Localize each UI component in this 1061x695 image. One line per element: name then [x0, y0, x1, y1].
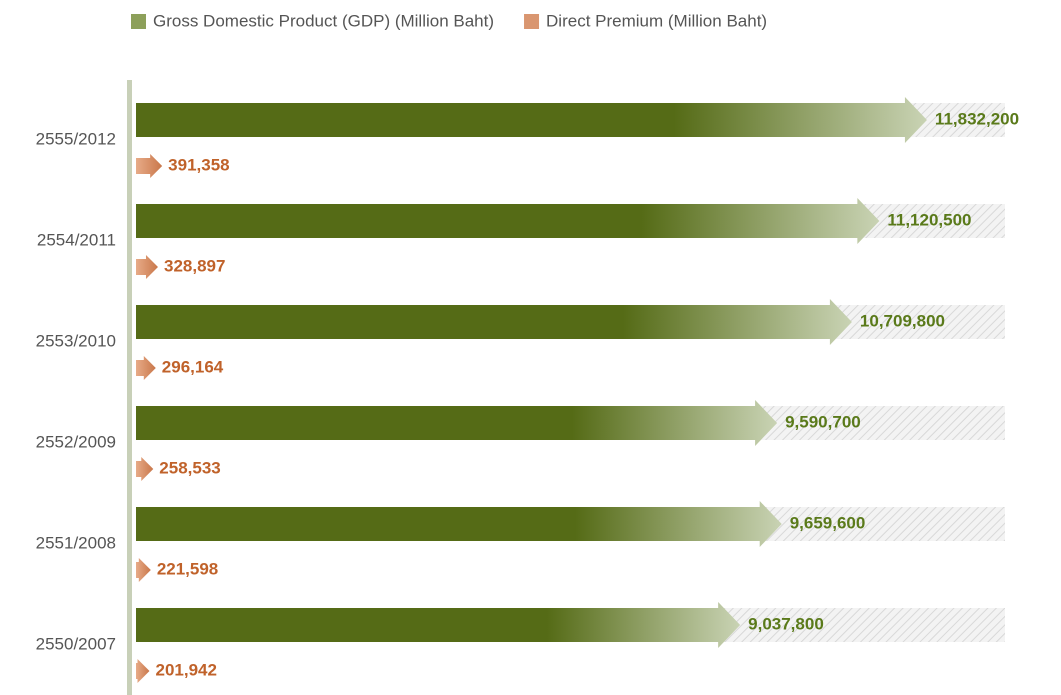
- premium-value-label: 296,164: [162, 357, 224, 376]
- legend-swatch: [524, 14, 540, 29]
- gdp-arrow: [136, 97, 927, 143]
- category-label: 2550/2007: [36, 634, 116, 653]
- gdp-arrow: [136, 602, 741, 648]
- gdp-value-label: 9,659,600: [790, 513, 866, 532]
- gdp-value-label: 11,832,200: [935, 109, 1019, 128]
- gdp-value-label: 11,120,500: [887, 210, 971, 229]
- legend-label: Gross Domestic Product (GDP) (Million Ba…: [153, 11, 494, 30]
- premium-arrow: [136, 558, 151, 582]
- gdp-arrow: [136, 299, 852, 345]
- category-label: 2551/2008: [36, 533, 116, 552]
- premium-value-label: 258,533: [159, 458, 220, 477]
- premium-value-label: 391,358: [168, 155, 229, 174]
- category-label: 2554/2011: [37, 230, 116, 249]
- legend-swatch: [131, 14, 146, 29]
- category-label: 2555/2012: [36, 129, 116, 148]
- gdp-arrow: [136, 400, 778, 446]
- premium-arrow: [136, 659, 150, 683]
- premium-value-label: 221,598: [157, 559, 218, 578]
- category-label: 2552/2009: [36, 432, 116, 451]
- gdp-arrow: [136, 198, 880, 244]
- premium-arrow: [136, 457, 154, 481]
- gdp-value-label: 10,709,800: [860, 311, 945, 330]
- category-label: 2553/2010: [36, 331, 116, 350]
- legend-label: Direct Premium (Million Baht): [546, 11, 767, 30]
- premium-value-label: 328,897: [164, 256, 225, 275]
- gdp-value-label: 9,590,700: [785, 412, 861, 431]
- premium-value-label: 201,942: [155, 660, 216, 679]
- axis-line: [127, 80, 132, 695]
- gdp-arrow: [136, 501, 782, 547]
- premium-arrow: [136, 154, 163, 178]
- gdp-value-label: 9,037,800: [748, 614, 824, 633]
- premium-arrow: [136, 356, 156, 380]
- premium-arrow: [136, 255, 158, 279]
